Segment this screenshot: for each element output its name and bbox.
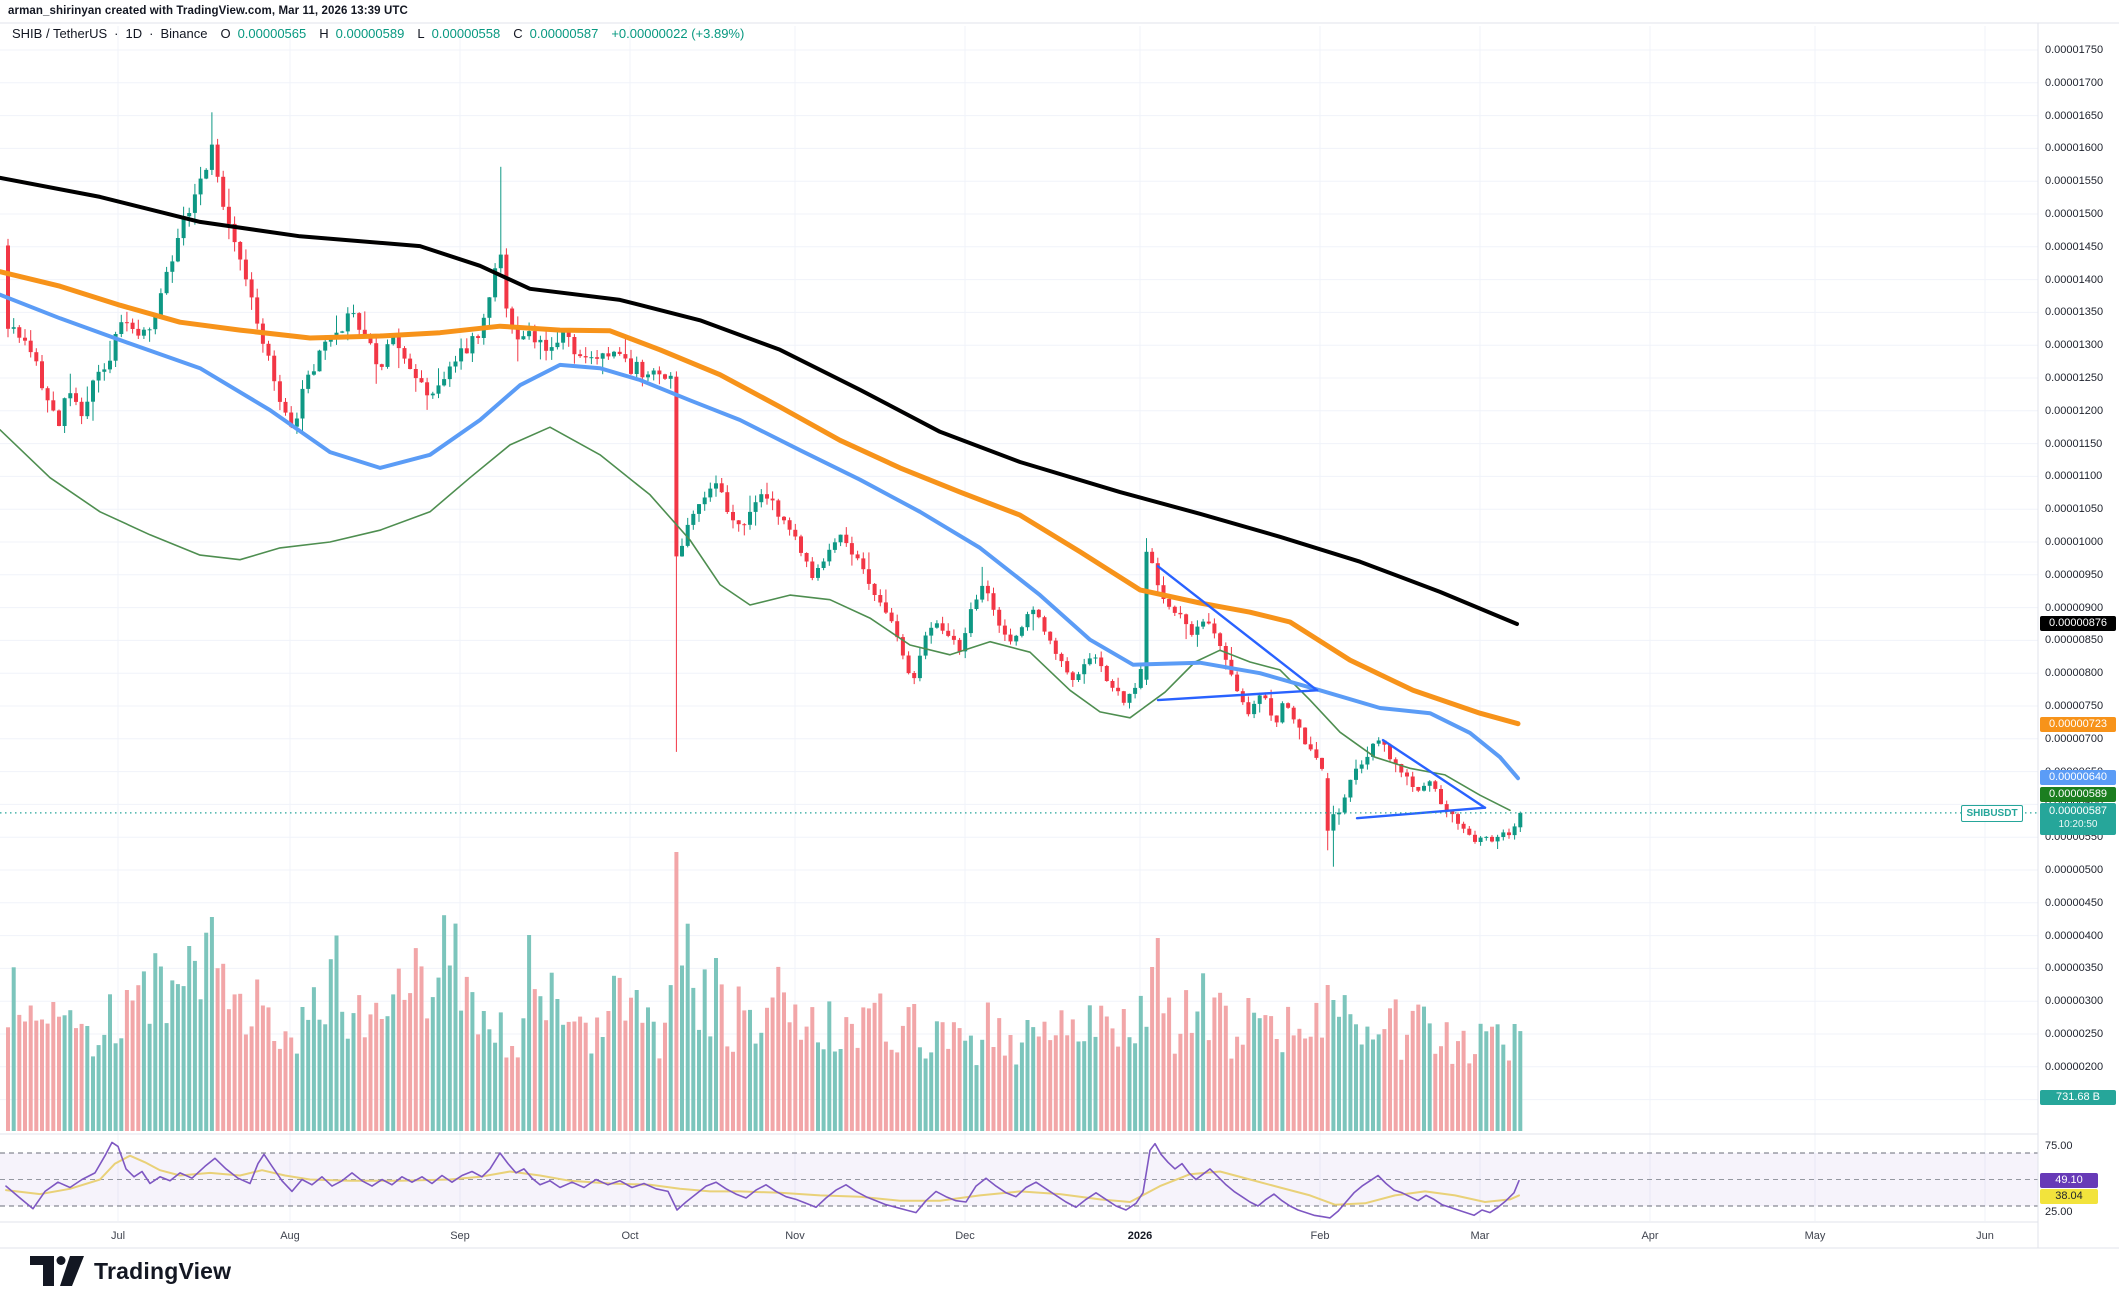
time-tick-label: Oct [621, 1230, 639, 1242]
time-tick-label: Feb [1310, 1230, 1330, 1242]
legend-separator: · [149, 26, 154, 41]
rsi-tick-25: 25.00 [2045, 1206, 2073, 1218]
bar-countdown: 10:20:50 [2058, 819, 2098, 830]
price-tick-label: 0.00000200 [2045, 1061, 2104, 1073]
price-tick-label: 0.00000750 [2045, 700, 2104, 712]
symbol-name: SHIB / TetherUS [12, 26, 108, 41]
low-value: 0.00000558 [431, 26, 501, 41]
tradingview-logo-icon [30, 1256, 84, 1286]
exchange-label: Binance [160, 26, 208, 41]
price-tick-label: 0.00001250 [2045, 372, 2104, 384]
time-tick-label: May [1804, 1230, 1826, 1242]
change-value: +0.00000022 (+3.89%) [611, 26, 745, 41]
price-tick-label: 0.00000250 [2045, 1028, 2104, 1040]
price-tick-label: 0.00000900 [2045, 602, 2104, 614]
candles [6, 112, 1523, 867]
price-tick-label: 0.00001300 [2045, 339, 2104, 351]
rsi-tick-75: 75.00 [2045, 1140, 2073, 1152]
price-tick-label: 0.00000800 [2045, 667, 2104, 679]
price-tick-label: 0.00000450 [2045, 897, 2104, 909]
volume-bars [6, 852, 1523, 1131]
time-tick-label: Apr [1641, 1230, 1659, 1242]
time-tick-label: Nov [785, 1230, 805, 1242]
price-tick-label: 0.00001750 [2045, 44, 2104, 56]
price-tick-label: 0.00001400 [2045, 274, 2104, 286]
last-price-badge: 0.00000587 10:20:50 [2040, 803, 2116, 835]
time-tick-label: Sep [450, 1230, 470, 1242]
time-tick-label: Mar [1470, 1230, 1490, 1242]
volume-badge: 731.68 B [2040, 1090, 2116, 1105]
price-tick-label: 0.00000950 [2045, 569, 2104, 581]
price-tick-label: 0.00001150 [2045, 438, 2103, 450]
tradingview-logo-text: TradingView [94, 1257, 232, 1284]
gridlines [0, 26, 2038, 1221]
price-tick-label: 0.00000700 [2045, 733, 2104, 745]
price-tick-label: 0.00000500 [2045, 864, 2104, 876]
tradingview-logo[interactable]: TradingView [30, 1256, 231, 1286]
time-tick-label: Jun [1976, 1230, 1994, 1242]
timeframe-label: 1D [125, 26, 143, 41]
price-tick-label: 0.00000300 [2045, 995, 2104, 1007]
time-tick-label: Aug [280, 1230, 300, 1242]
low-label: L [417, 26, 425, 41]
moving-averages [0, 175, 1521, 812]
last-price-value: 0.00000587 [2048, 805, 2108, 817]
legend-separator: · [114, 26, 119, 41]
watermark-attribution: arman_shirinyan created with TradingView… [8, 5, 408, 17]
price-tick-label: 0.00001500 [2045, 208, 2104, 220]
price-tick-label: 0.00001100 [2045, 470, 2103, 482]
price-tick-label: 0.00001650 [2045, 110, 2104, 122]
close-value: 0.00000587 [529, 26, 599, 41]
ma50-price-badge: 0.00000640 [2040, 770, 2116, 785]
open-label: O [220, 26, 231, 41]
ma21-price-badge: 0.00000589 [2040, 787, 2116, 802]
rsi-value-badge: 49.10 [2040, 1173, 2098, 1188]
price-tick-label: 0.00001550 [2045, 175, 2104, 187]
ma200-price-badge: 0.00000876 [2040, 616, 2116, 631]
price-tick-label: 0.00001450 [2045, 241, 2104, 253]
price-tick-label: 0.00000350 [2045, 962, 2104, 974]
time-tick-label: 2026 [1127, 1230, 1153, 1242]
price-tick-label: 0.00001050 [2045, 503, 2104, 515]
rsi-ma-value-badge: 38.04 [2040, 1189, 2098, 1204]
close-label: C [513, 26, 523, 41]
price-tick-label: 0.00001600 [2045, 142, 2104, 154]
price-tick-label: 0.00000850 [2045, 634, 2104, 646]
rsi-indicator [5, 1141, 1520, 1219]
price-tick-label: 0.00001000 [2045, 536, 2104, 548]
high-value: 0.00000589 [335, 26, 405, 41]
price-tick-label: 0.00000400 [2045, 930, 2104, 942]
pane-separators [0, 22, 2119, 1249]
symbol-legend: SHIB / TetherUS · 1D · Binance O 0.000005… [12, 26, 744, 41]
price-tick-label: 0.00001200 [2045, 405, 2104, 417]
price-tick-label: 0.00001700 [2045, 77, 2104, 89]
time-tick-label: Jul [110, 1230, 126, 1242]
symbol-flag-label: SHIBUSDT [1961, 805, 2023, 822]
ma100-price-badge: 0.00000723 [2040, 717, 2116, 732]
open-value: 0.00000565 [237, 26, 307, 41]
time-tick-label: Dec [955, 1230, 975, 1242]
high-label: H [319, 26, 329, 41]
price-tick-label: 0.00001350 [2045, 306, 2104, 318]
